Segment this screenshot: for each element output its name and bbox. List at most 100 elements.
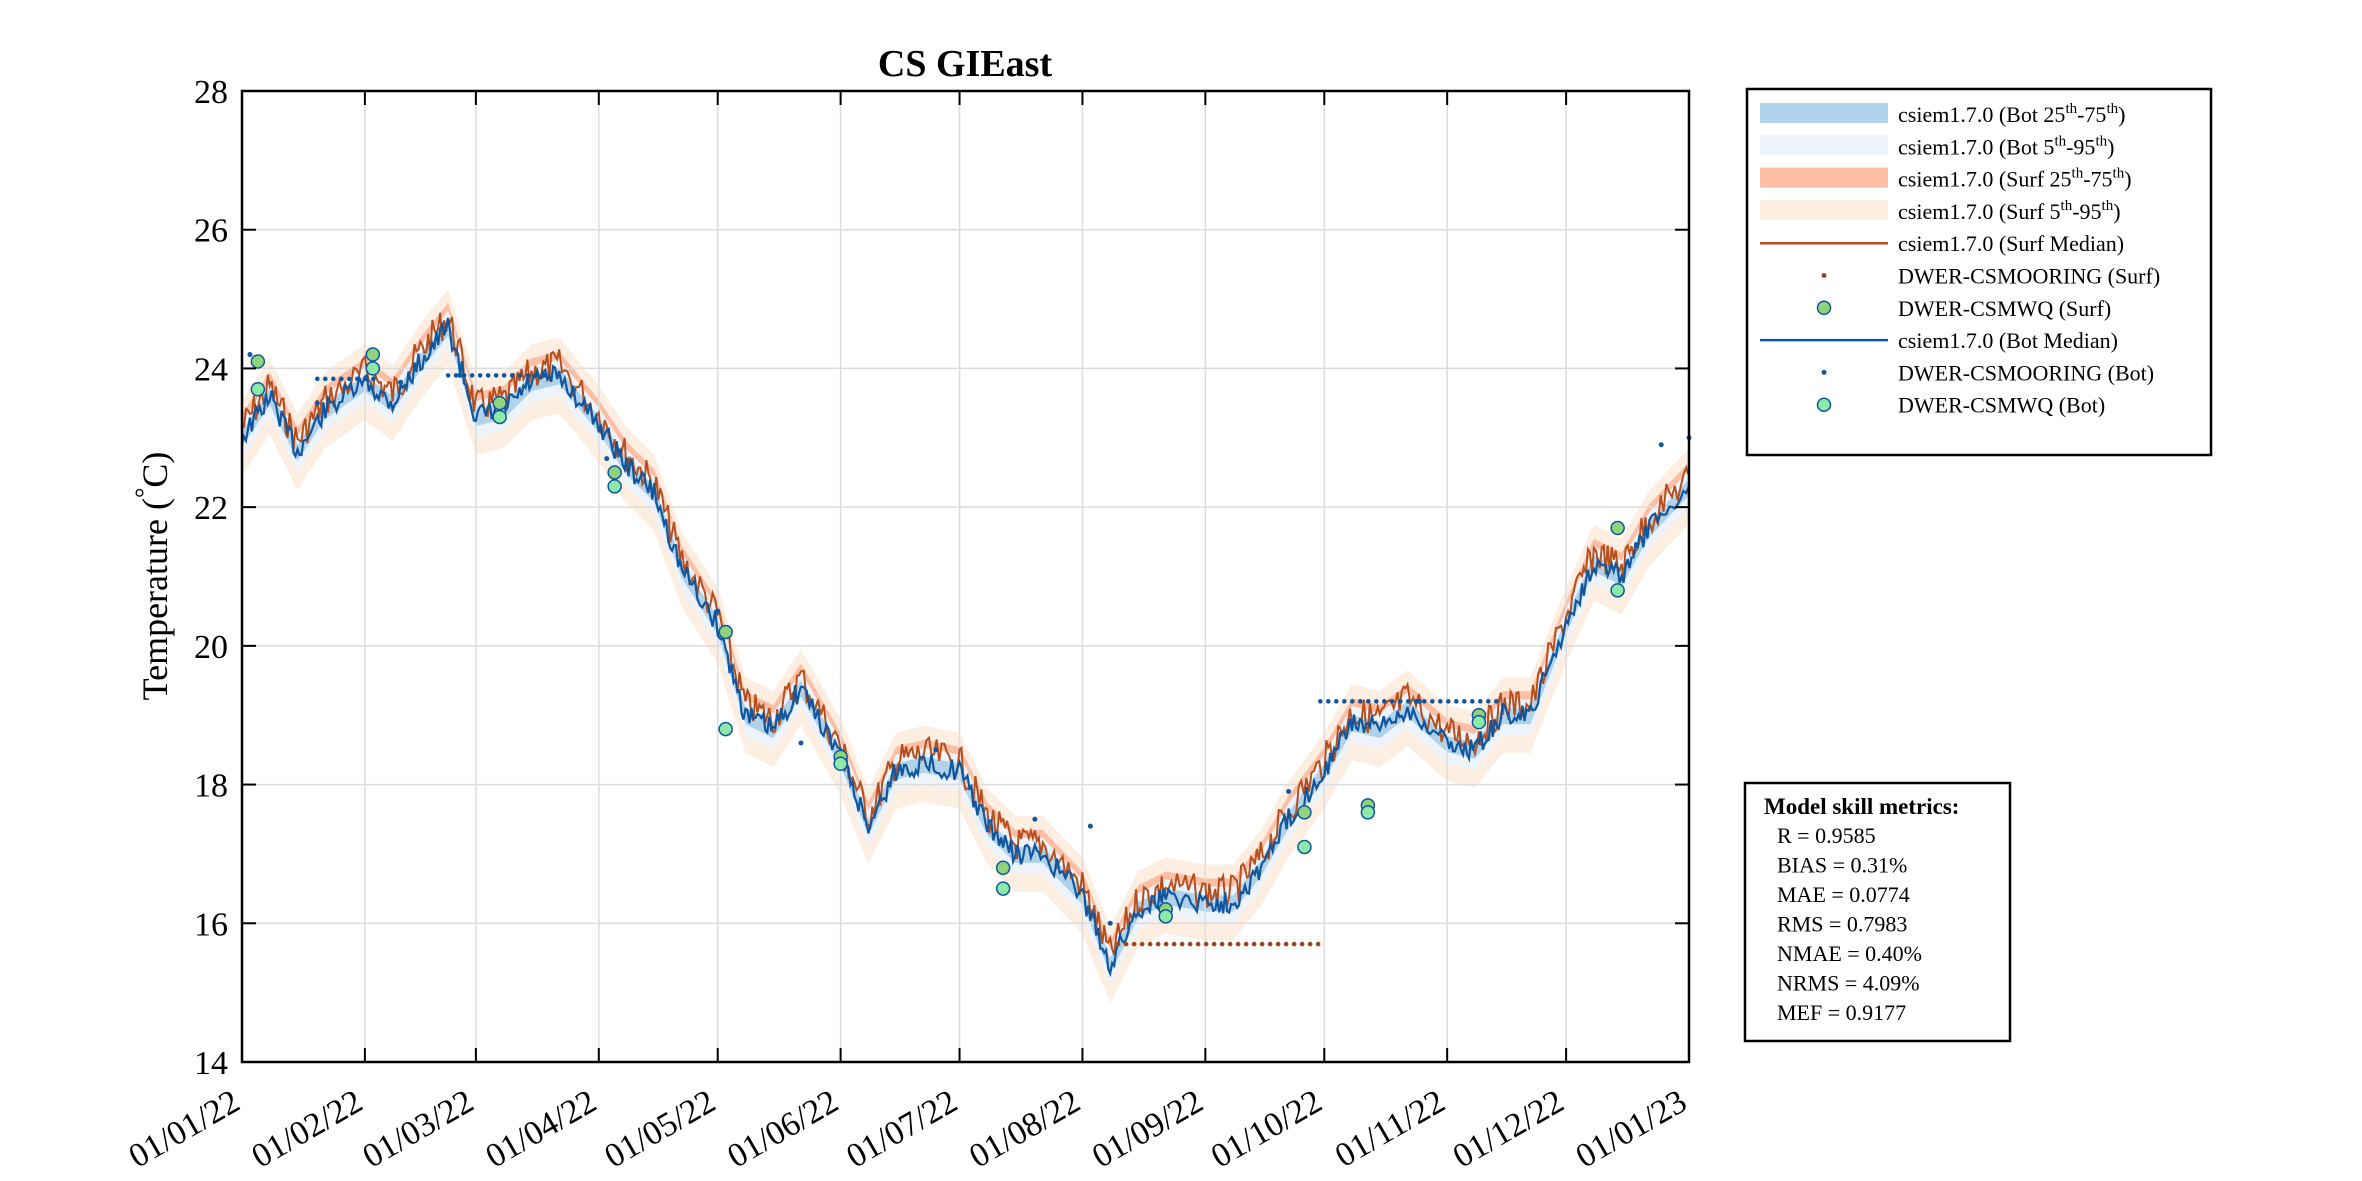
- surf-mooring-point: [1163, 941, 1169, 947]
- surf-mooring-point: [1115, 941, 1121, 947]
- surf-mooring-point: [1171, 941, 1177, 947]
- surf-mwq-point: [250, 354, 266, 369]
- legend-swatch: [1760, 167, 1888, 188]
- bot-mooring-point: [501, 373, 507, 378]
- surf-mooring-point: [1267, 941, 1273, 947]
- surf-mooring-point: [1131, 941, 1137, 947]
- bot-mwq-point: [1297, 839, 1312, 855]
- bot-mwq-point: [1610, 583, 1625, 598]
- surf-mwq-point: [1297, 805, 1312, 820]
- bot-mwq-point: [250, 381, 266, 397]
- bot-mwq-point: [607, 479, 622, 494]
- bot-mooring-point: [1398, 699, 1403, 704]
- bot-mooring-point: [1334, 699, 1339, 704]
- ylabel-unit: C): [135, 452, 175, 488]
- bot-mooring-point: [1374, 699, 1379, 704]
- bot-mooring-point: [1430, 699, 1435, 704]
- surf-mooring-point: [1123, 941, 1129, 947]
- surf-mooring-point: [1251, 941, 1257, 947]
- bot-mooring-point: [1414, 699, 1419, 704]
- surf-median-line: [241, 312, 1690, 955]
- plot-frame: [240, 89, 1691, 1064]
- surf-mooring-point: [1195, 941, 1201, 947]
- legend-label: csiem1.7.0 (Surf 25th-75th): [1898, 166, 2132, 192]
- bot-mooring-point: [1478, 699, 1483, 704]
- legend-circle: [1816, 397, 1832, 412]
- surf-mooring-point: [1235, 941, 1241, 947]
- bot-mooring-point: [315, 376, 320, 382]
- bot-mooring-point: [541, 373, 547, 378]
- surf-mooring-point: [1259, 941, 1265, 947]
- legend-dot: [1821, 273, 1827, 278]
- bot-mooring-point: [1318, 699, 1323, 704]
- bot-mwq-point: [718, 721, 733, 737]
- bot-mooring-point: [1326, 699, 1331, 704]
- surf-mooring-point: [1179, 941, 1185, 947]
- legend-swatch: [1760, 199, 1888, 220]
- surf-mooring-point: [1155, 941, 1161, 947]
- legend-swatch: [1760, 103, 1888, 123]
- skill-metrics-box: Model skill metrics: R = 0.9585 BIAS = 0.…: [1743, 781, 2012, 1043]
- y-tick-label: 22: [194, 490, 228, 527]
- y-tick-label: 18: [194, 768, 228, 805]
- bot-mooring-point: [1658, 442, 1664, 448]
- bot-mooring-point: [1032, 816, 1038, 822]
- bot-mooring-point: [1462, 699, 1467, 704]
- bot-mooring-point: [453, 373, 459, 378]
- bot-mooring-point: [1382, 699, 1387, 704]
- y-tick-label: 24: [194, 351, 228, 388]
- legend-dot: [1821, 369, 1827, 375]
- observation-markers: [247, 347, 1692, 947]
- surf-mooring-point: [1187, 941, 1193, 947]
- surf-mooring-point: [1219, 941, 1225, 947]
- metric-line: NMAE = 0.40%: [1777, 941, 1922, 966]
- metric-line: NRMS = 4.09%: [1777, 971, 1920, 996]
- y-axis-ticks: 14 16 18 20 22 24 26 28: [194, 74, 1689, 1082]
- metric-line: MAE = 0.0774: [1777, 882, 1910, 907]
- surf-mooring-point: [1315, 941, 1321, 947]
- bot-mooring-point: [1107, 920, 1113, 926]
- legend: csiem1.7.0 (Bot 25th-75th) csiem1.7.0 (Bo…: [1745, 87, 2213, 457]
- bot-mooring-point: [1494, 699, 1499, 704]
- ylabel-prefix: Temperature (: [135, 498, 175, 700]
- y-tick-label: 16: [194, 906, 228, 943]
- bot-mooring-point: [604, 456, 610, 462]
- surf-mooring-point: [1139, 941, 1145, 947]
- bot-mooring-point: [1286, 789, 1292, 795]
- bot-mooring-point: [1470, 699, 1475, 704]
- metric-line: R = 0.9585: [1777, 823, 1876, 848]
- bot-mooring-point: [525, 373, 531, 378]
- legend-label: DWER-CSMWQ (Surf): [1898, 296, 2111, 321]
- legend-label: csiem1.7.0 (Bot 25th-75th): [1898, 101, 2125, 127]
- surf-mwq-point: [492, 395, 507, 411]
- legend-label: DWER-CSMOORING (Bot): [1898, 360, 2154, 385]
- bot-mooring-point: [1350, 699, 1355, 704]
- bot-mooring-point: [1454, 699, 1459, 704]
- bot-mooring-point: [1358, 699, 1363, 704]
- surf-mooring-point: [1283, 941, 1289, 947]
- surf-mooring-point: [1275, 941, 1281, 947]
- legend-label: csiem1.7.0 (Bot Median): [1898, 328, 2118, 353]
- bot-mooring-point: [509, 373, 515, 378]
- bot-mwq-point: [833, 756, 848, 772]
- bot-mooring-point: [1446, 699, 1451, 704]
- bot-mooring-point: [1486, 699, 1491, 704]
- surf-mooring-point: [1147, 941, 1153, 947]
- bot-mooring-point: [1438, 699, 1443, 704]
- chart-title: CS GIEast: [878, 43, 1053, 85]
- surf-mwq-point: [995, 860, 1011, 876]
- bot-mooring-point: [457, 372, 463, 378]
- y-tick-label: 20: [194, 629, 228, 666]
- surf-mwq-point: [607, 465, 622, 480]
- bot-mooring-point: [371, 376, 376, 382]
- bot-mwq-point: [492, 409, 507, 425]
- svg-text:Temperature (°C): Temperature (°C): [130, 452, 175, 701]
- bot-mooring-point: [517, 373, 523, 378]
- bot-mooring-point: [1342, 699, 1347, 704]
- surf-mooring-point: [1299, 941, 1305, 947]
- grid-lines: [242, 91, 1689, 1062]
- y-tick-label: 14: [194, 1045, 228, 1082]
- bot-median-line: [240, 317, 1691, 978]
- bot-mooring-point: [715, 608, 721, 614]
- legend-swatch: [1760, 135, 1888, 156]
